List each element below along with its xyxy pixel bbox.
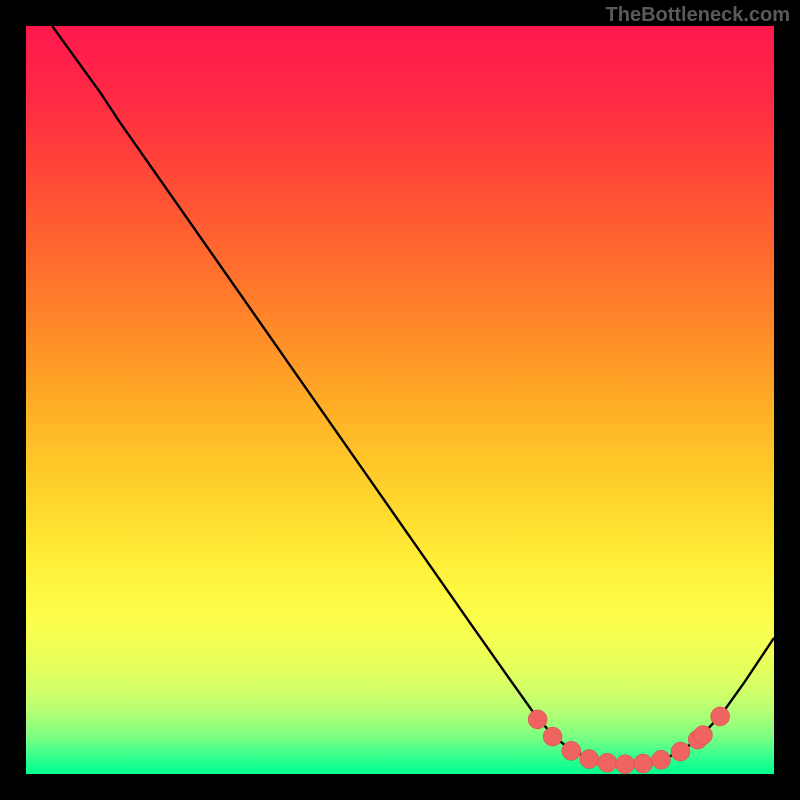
- marker-dot: [693, 726, 712, 745]
- bottleneck-chart: [26, 26, 774, 774]
- chart-container: TheBottleneck.com: [0, 0, 800, 800]
- marker-dot: [528, 710, 547, 729]
- marker-dot: [634, 754, 653, 773]
- marker-dot: [616, 755, 635, 774]
- marker-dot: [562, 741, 581, 760]
- marker-dot: [598, 753, 617, 772]
- marker-dot: [711, 707, 730, 726]
- marker-dot: [580, 750, 599, 769]
- gradient-background: [26, 26, 774, 774]
- marker-dot: [671, 742, 690, 761]
- marker-dot: [543, 727, 562, 746]
- watermark-text: TheBottleneck.com: [606, 4, 790, 27]
- marker-dot: [652, 750, 671, 769]
